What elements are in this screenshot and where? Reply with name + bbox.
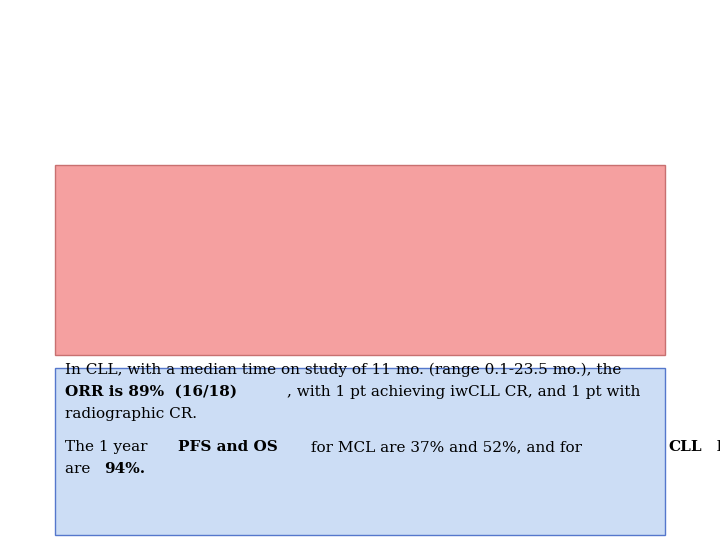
FancyBboxPatch shape — [55, 165, 665, 355]
Text: CLL: CLL — [669, 440, 703, 454]
Text: In CLL, with a median time on study of 11 mo. (range 0.1-23.5 mo.), the: In CLL, with a median time on study of 1… — [65, 363, 621, 377]
Text: , with 1 pt achieving iwCLL CR, and 1 pt with: , with 1 pt achieving iwCLL CR, and 1 pt… — [287, 385, 641, 399]
Text: ORR is 89%  (16/18): ORR is 89% (16/18) — [65, 385, 237, 399]
Text: are: are — [65, 462, 95, 476]
Text: PFS and OS: PFS and OS — [178, 440, 277, 454]
Text: both: both — [712, 440, 720, 454]
FancyBboxPatch shape — [55, 368, 665, 535]
Text: 94%.: 94%. — [104, 462, 145, 476]
Text: radiographic CR.: radiographic CR. — [65, 407, 197, 421]
Text: for MCL are 37% and 52%, and for: for MCL are 37% and 52%, and for — [307, 440, 588, 454]
Text: The 1 year: The 1 year — [65, 440, 153, 454]
